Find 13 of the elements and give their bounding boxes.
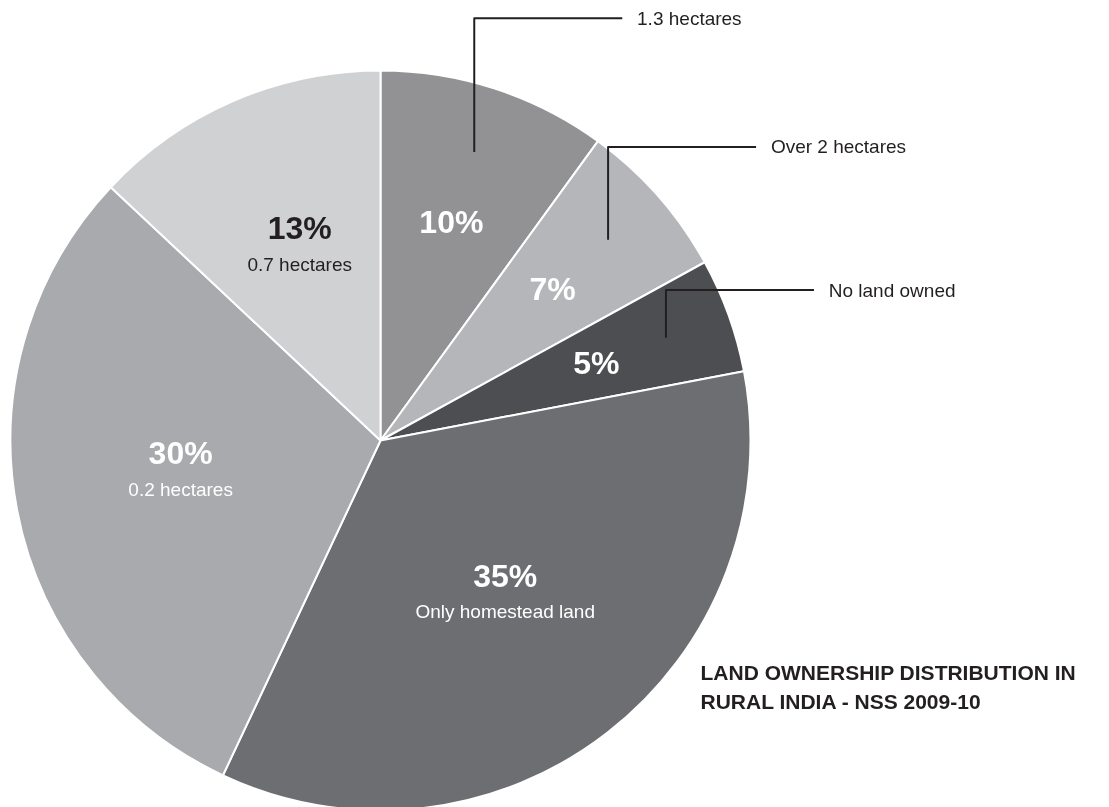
slice-label: 0.2 hectares [128,478,233,500]
slice-label: 0.7 hectares [247,253,352,275]
slice-label: Over 2 hectares [770,136,907,158]
data-label: 5% [573,344,620,381]
data-label: 7% [529,270,576,307]
data-label: 35% [473,557,538,594]
slice-label: Only homestead land [415,601,596,623]
data-label: 10% [419,204,484,241]
slice-label: No land owned [828,279,956,301]
data-label: 30% [148,435,213,472]
data-label: 13% [267,210,332,247]
slice-label: 1.3 hectares [637,7,742,29]
text: LAND OWNERSHIP DISTRIBUTION IN RURAL INDIA - NSS 2009-10 [700,660,1076,714]
